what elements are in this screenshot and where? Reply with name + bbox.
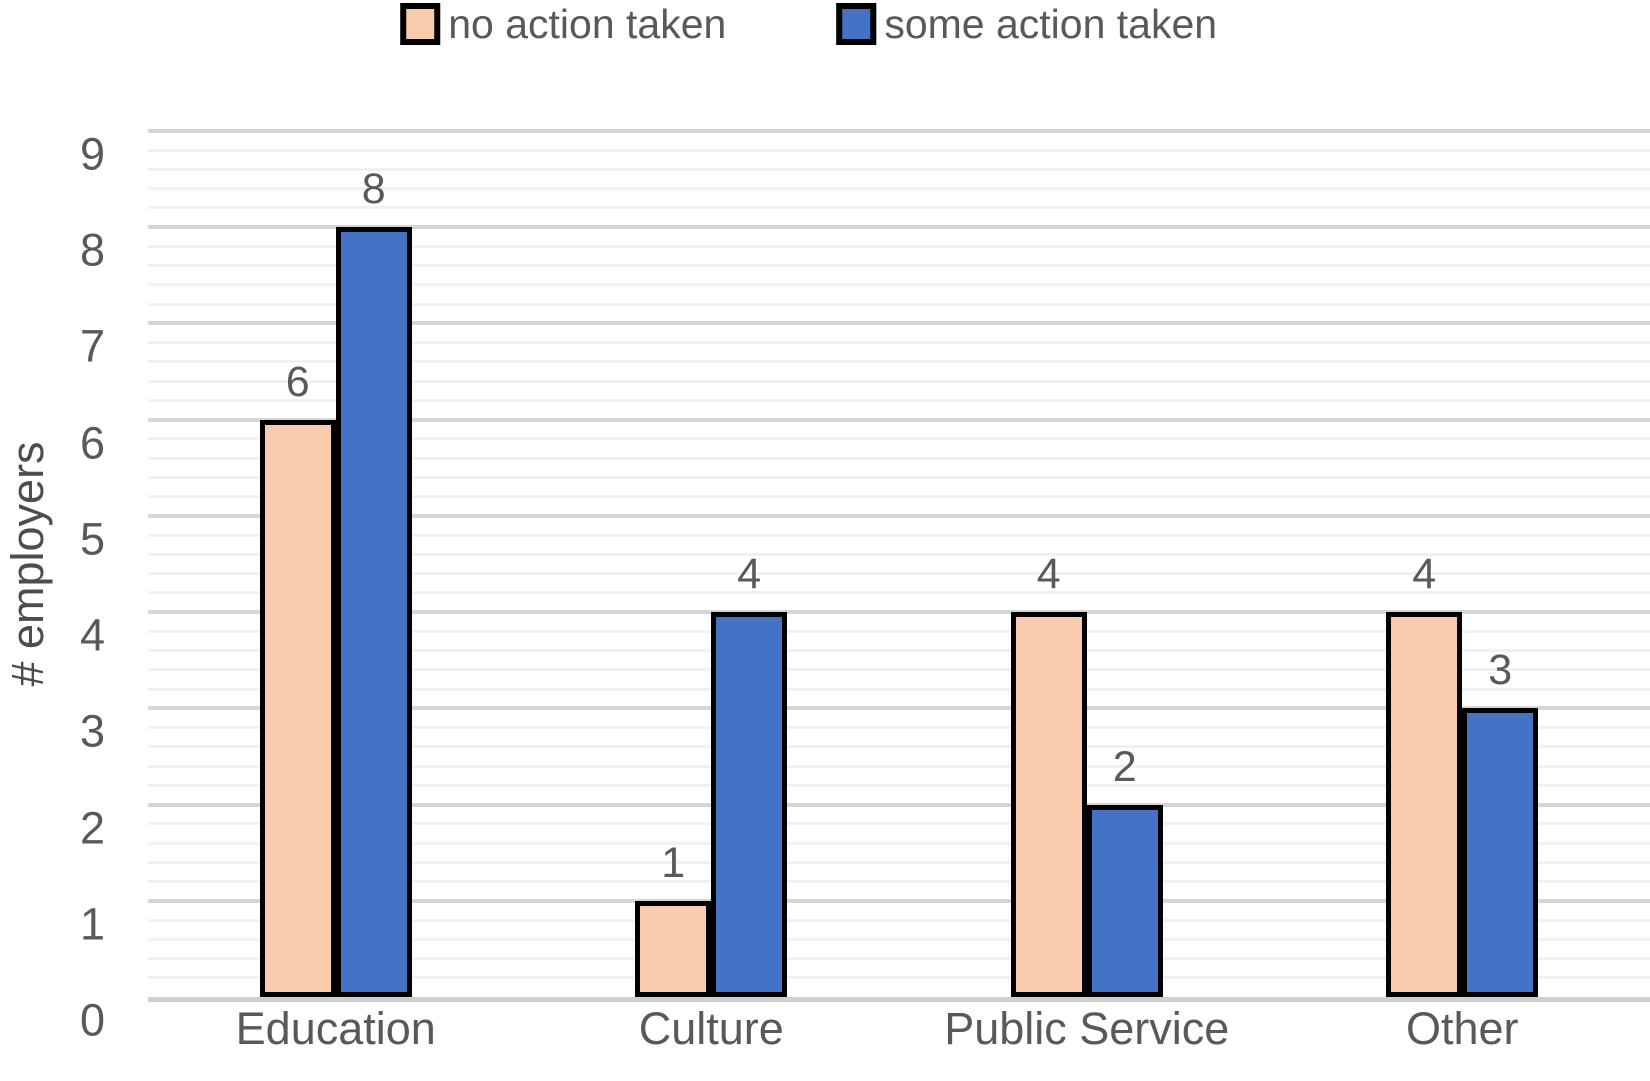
- x-category-label-culture: Culture: [638, 1003, 784, 1054]
- x-category-label-education: Education: [235, 1003, 436, 1054]
- minor-gridline: [148, 398, 1650, 402]
- bar-wrap: 4: [1386, 550, 1463, 997]
- major-gridline: [148, 321, 1650, 326]
- minor-gridline: [148, 591, 1650, 595]
- bar-wrap: 2: [1086, 742, 1163, 997]
- legend-label-some-action-taken: some action taken: [884, 1, 1218, 47]
- minor-gridline: [148, 168, 1650, 171]
- bar-wrap: 4: [711, 550, 788, 997]
- minor-gridline: [148, 687, 1650, 691]
- bar-value-label: 8: [361, 165, 386, 214]
- minor-gridline: [148, 880, 1650, 884]
- minor-gridline: [148, 783, 1650, 787]
- legend-item-some-action-taken: some action taken: [836, 0, 1217, 48]
- y-tick-label: 0: [79, 994, 105, 1046]
- x-category-label-other: Other: [1405, 1003, 1519, 1054]
- minor-gridline: [148, 745, 1650, 749]
- bar-wrap: 1: [635, 838, 712, 997]
- bar-no-action-taken-other: [1386, 612, 1463, 997]
- bar-some-action-taken-education: [335, 227, 412, 997]
- minor-gridline: [148, 495, 1650, 499]
- y-tick-label: 8: [79, 224, 105, 276]
- minor-gridline: [148, 668, 1650, 672]
- minor-gridline: [148, 726, 1650, 730]
- legend-swatch-no-action-taken: [400, 3, 441, 45]
- minor-gridline: [148, 283, 1650, 287]
- minor-gridline: [148, 572, 1650, 576]
- bar-no-action-taken-education: [259, 419, 336, 997]
- chart-legend: no action taken some action taken: [400, 0, 1217, 48]
- minor-gridline: [148, 264, 1650, 268]
- x-category-label-public-service: Public Service: [944, 1003, 1230, 1054]
- minor-gridline: [148, 148, 1650, 152]
- minor-gridline: [148, 187, 1650, 191]
- major-gridline: [148, 802, 1650, 807]
- y-tick-label: 9: [79, 128, 105, 180]
- minor-gridline: [148, 341, 1650, 345]
- y-tick-label: 3: [79, 705, 105, 757]
- legend-swatch-some-action-taken: [836, 3, 877, 45]
- legend-item-no-action-taken: no action taken: [400, 0, 726, 48]
- y-tick-label: 4: [79, 609, 105, 661]
- bar-no-action-taken-public-service: [1010, 612, 1087, 997]
- y-tick-label: 7: [79, 320, 105, 372]
- minor-gridline: [148, 475, 1650, 479]
- minor-gridline: [148, 918, 1650, 922]
- minor-gridline: [148, 456, 1650, 460]
- y-tick-label: 2: [79, 802, 105, 854]
- bar-some-action-taken-other: [1462, 708, 1539, 997]
- major-gridline: [148, 129, 1650, 133]
- bar-value-label: 3: [1488, 646, 1513, 695]
- minor-gridline: [148, 841, 1650, 845]
- minor-gridline: [148, 822, 1650, 826]
- minor-gridline: [148, 302, 1650, 306]
- bar-value-label: 4: [1412, 550, 1437, 599]
- major-gridline: [148, 513, 1650, 518]
- major-gridline: [148, 225, 1650, 230]
- minor-gridline: [148, 437, 1650, 441]
- major-gridline: [148, 417, 1650, 422]
- minor-gridline: [148, 976, 1650, 980]
- bar-wrap: 8: [335, 165, 412, 997]
- y-tick-label: 6: [79, 417, 105, 469]
- bar-value-label: 2: [1112, 742, 1137, 791]
- bar-value-label: 1: [661, 838, 686, 887]
- minor-gridline: [148, 360, 1650, 364]
- minor-gridline: [148, 764, 1650, 768]
- minor-gridline: [148, 629, 1650, 633]
- minor-gridline: [148, 533, 1650, 537]
- bar-wrap: 6: [259, 357, 336, 997]
- minor-gridline: [148, 244, 1650, 248]
- major-gridline: [148, 610, 1650, 615]
- bar-value-label: 6: [285, 357, 310, 406]
- bar-value-label: 4: [737, 550, 762, 599]
- minor-gridline: [148, 379, 1650, 383]
- minor-gridline: [148, 937, 1650, 941]
- bar-wrap: 4: [1010, 550, 1087, 997]
- minor-gridline: [148, 552, 1650, 556]
- major-gridline: [148, 898, 1650, 903]
- bar-some-action-taken-culture: [711, 612, 788, 997]
- legend-label-no-action-taken: no action taken: [448, 1, 727, 47]
- bar-wrap: 3: [1462, 646, 1539, 997]
- minor-gridline: [148, 957, 1650, 961]
- bar-no-action-taken-culture: [635, 900, 712, 997]
- minor-gridline: [148, 206, 1650, 210]
- bar-some-action-taken-public-service: [1086, 804, 1163, 997]
- y-tick-label: 5: [79, 513, 105, 565]
- minor-gridline: [148, 649, 1650, 653]
- minor-gridline: [148, 860, 1650, 864]
- major-gridline: [148, 706, 1650, 711]
- y-tick-label: 1: [79, 898, 105, 950]
- bar-value-label: 4: [1036, 550, 1061, 599]
